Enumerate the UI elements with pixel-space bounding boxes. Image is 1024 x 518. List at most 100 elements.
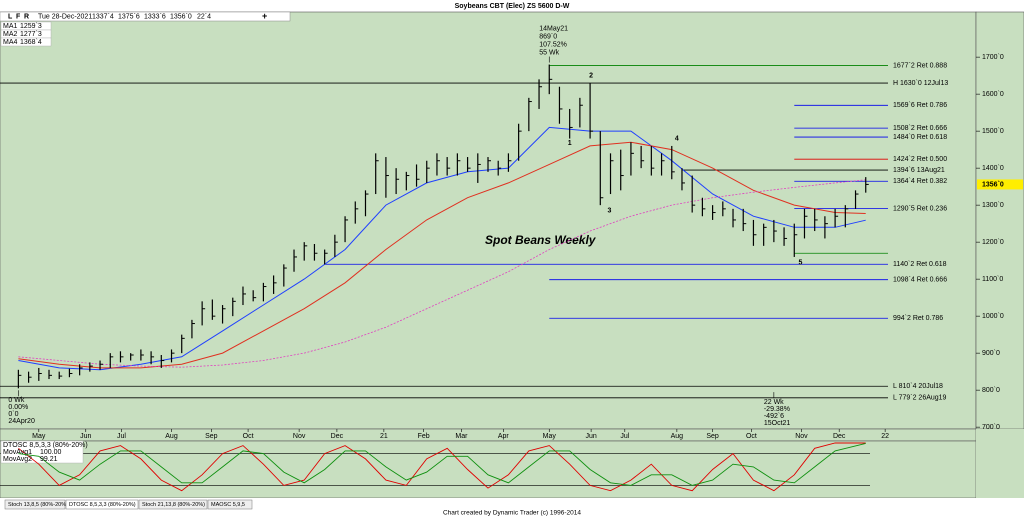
- level-label: L 779`2 26Aug19: [893, 395, 947, 402]
- x-tick-label: 22: [881, 433, 889, 440]
- tab-label[interactable]: Stoch 21,13,8 (80%-20%): [142, 502, 205, 508]
- osc-line: [18, 442, 866, 492]
- y-tick-label: 1700`0: [982, 54, 1004, 61]
- osc-series-name: MovAvg1: [3, 449, 32, 456]
- level-label: 1290`5 Ret 0.236: [893, 205, 947, 212]
- level-label: 994`2 Ret 0.786: [893, 315, 943, 322]
- toolbar-close: 1356`0: [170, 13, 192, 20]
- annotation-text: 14May21: [539, 25, 568, 32]
- level-label: 1569`6 Ret 0.786: [893, 102, 947, 109]
- legend-value: 1368`4: [20, 39, 42, 46]
- tab[interactable]: [65, 499, 139, 510]
- x-tick-label: Dec: [331, 433, 344, 440]
- x-tick-label: Mar: [455, 433, 468, 440]
- x-tick-label: Aug: [165, 433, 178, 440]
- x-tick-label: Dec: [833, 433, 846, 440]
- tab-label[interactable]: MAOSC 5,9,5: [211, 502, 245, 508]
- legend-name: MA2: [3, 31, 18, 38]
- wave-label: 4: [675, 135, 679, 142]
- x-tick-label: Nov: [795, 433, 808, 440]
- price-panel: [0, 11, 977, 430]
- chart-title: Soybeans CBT (Elec) ZS 5600 D-W: [455, 3, 570, 10]
- level-label: 1098`4 Ret 0.666: [893, 277, 947, 284]
- tab[interactable]: [138, 499, 208, 510]
- legend-name: MA1: [3, 23, 18, 30]
- time-axis: [0, 428, 977, 442]
- y-tick-label: 1300`0: [982, 202, 1004, 209]
- y-tick-label: 900`0: [982, 350, 1000, 357]
- x-tick-label: Aug: [671, 433, 684, 440]
- annotation-text: 0`0: [8, 411, 18, 418]
- toolbar-plus[interactable]: +: [262, 11, 267, 21]
- wave-label: 3: [608, 208, 612, 215]
- wave-label: 1: [568, 140, 572, 147]
- tab-label[interactable]: Stoch 13,8,5 (80%-20%): [8, 502, 68, 508]
- legend-value: 1259`3: [20, 23, 42, 30]
- y-tick-label: 1000`0: [982, 313, 1004, 320]
- level-label: H 1630`0 12Jul13: [893, 80, 948, 87]
- tab[interactable]: [207, 499, 253, 510]
- annotation-text: -29.38%: [764, 406, 790, 413]
- x-tick-label: Nov: [293, 433, 306, 440]
- oscillator-axis: [976, 429, 1024, 498]
- toolbar-change: 22`4: [197, 13, 211, 20]
- legend-box: [0, 37, 52, 47]
- toolbar: [0, 11, 291, 22]
- level-label: 1424`2 Ret 0.500: [893, 156, 947, 163]
- x-tick-label: Jun: [80, 433, 91, 440]
- tab-label[interactable]: DTOSC 8,5,3,3 (80%-20%): [69, 502, 136, 508]
- toolbar-flag[interactable]: L: [8, 13, 13, 20]
- annotation-text: 0 Wk: [8, 397, 24, 404]
- last-price-tag: [977, 179, 1023, 190]
- legend-name: MA4: [3, 39, 18, 46]
- x-tick-label: Sep: [706, 433, 719, 440]
- x-tick-label: Feb: [418, 433, 430, 440]
- x-tick-label: Jun: [585, 433, 596, 440]
- x-tick-label: Oct: [746, 433, 757, 440]
- osc-series-value: 100.00: [40, 449, 62, 456]
- x-tick-label: May: [32, 433, 46, 440]
- osc-series-name: MovAvg2: [3, 456, 32, 463]
- annotation-text: 22 Wk: [764, 399, 784, 406]
- legend-value: 1277`3: [20, 31, 42, 38]
- toolbar-low: 1333`6: [144, 13, 166, 20]
- annotation-text: 869`0: [539, 33, 557, 40]
- chart-label: Spot Beans Weekly: [485, 233, 597, 247]
- level-label: 1508`2 Ret 0.666: [893, 125, 947, 132]
- annotation-text: 24Apr20: [8, 418, 35, 425]
- x-tick-label: 21: [380, 433, 388, 440]
- x-tick-label: Sep: [205, 433, 218, 440]
- level-label: L 810`4 20Jul18: [893, 383, 943, 390]
- osc-name: DTOSC 8,5,3,3 (80%-20%): [3, 442, 88, 449]
- level-label: 1677`2 Ret 0.888: [893, 62, 947, 69]
- x-tick-label: Jul: [117, 433, 126, 440]
- annotation-text: 55 Wk: [539, 49, 559, 56]
- osc-legend-box: [0, 440, 84, 464]
- level-label: 1394`6 13Aug21: [893, 167, 945, 174]
- annotation-text: 107.52%: [539, 41, 567, 48]
- x-tick-label: Jul: [620, 433, 629, 440]
- y-tick-label: 1600`0: [982, 91, 1004, 98]
- toolbar-flag[interactable]: R: [24, 13, 29, 20]
- y-tick-label: 700`0: [982, 424, 1000, 431]
- y-tick-label: 800`0: [982, 387, 1000, 394]
- toolbar-flag[interactable]: F: [16, 13, 21, 20]
- annotation-text: 0.00%: [8, 404, 28, 411]
- price-axis: [975, 11, 1024, 430]
- moving-average: [18, 179, 866, 368]
- x-tick-label: May: [543, 433, 557, 440]
- y-tick-label: 1100`0: [982, 276, 1003, 283]
- tab[interactable]: [4, 499, 66, 510]
- annotation-text: -492`6: [764, 413, 784, 420]
- level-label: 1364`4 Ret 0.382: [893, 178, 947, 185]
- toolbar-date: Tue 28-Dec-2021: [38, 13, 92, 20]
- level-label: 1140`2 Ret 0.618: [893, 261, 947, 268]
- footer-bar: [0, 498, 1024, 518]
- y-tick-label: 1500`0: [982, 128, 1004, 135]
- x-tick-label: Oct: [243, 433, 254, 440]
- osc-series-value: 99.21: [40, 456, 58, 463]
- oscillator-panel: [0, 440, 977, 499]
- y-tick-label: 1200`0: [982, 239, 1004, 246]
- last-price-label: 1356`0: [982, 181, 1004, 188]
